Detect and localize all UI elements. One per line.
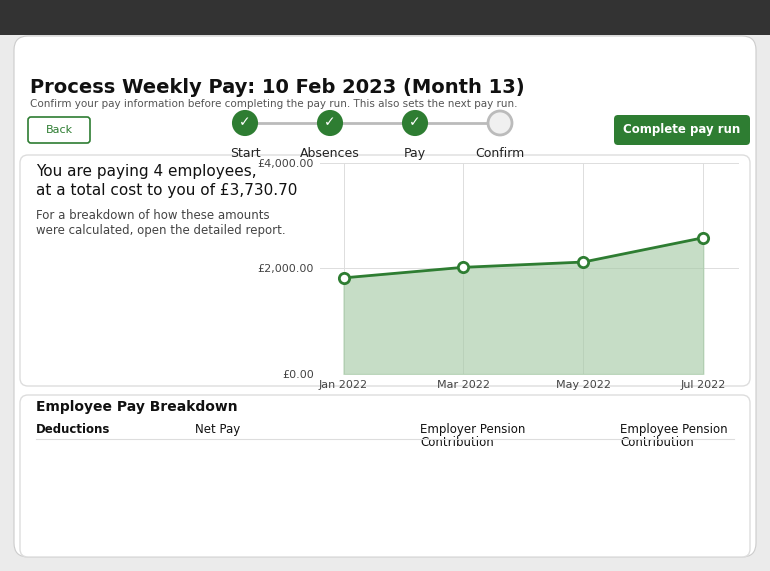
- Text: Back: Back: [45, 125, 72, 135]
- Text: ✓: ✓: [324, 115, 336, 130]
- FancyBboxPatch shape: [14, 36, 756, 557]
- Text: Deductions: Deductions: [36, 423, 110, 436]
- Circle shape: [403, 111, 427, 135]
- Text: Net Pay: Net Pay: [195, 423, 240, 436]
- Point: [457, 263, 470, 272]
- Text: were calculated, open the detailed report.: were calculated, open the detailed repor…: [36, 224, 286, 237]
- Text: Employee Pension: Employee Pension: [620, 423, 728, 436]
- Text: Absences: Absences: [300, 147, 360, 160]
- FancyBboxPatch shape: [20, 395, 750, 557]
- FancyBboxPatch shape: [20, 155, 750, 386]
- Text: Employer Pension: Employer Pension: [420, 423, 525, 436]
- Text: Contribution: Contribution: [620, 436, 694, 449]
- Text: Confirm your pay information before completing the pay run. This also sets the n: Confirm your pay information before comp…: [30, 99, 517, 109]
- Circle shape: [488, 111, 512, 135]
- FancyBboxPatch shape: [0, 0, 770, 35]
- Circle shape: [318, 111, 342, 135]
- Circle shape: [233, 111, 257, 135]
- Text: Start: Start: [229, 147, 260, 160]
- Text: Complete pay run: Complete pay run: [624, 123, 741, 136]
- FancyBboxPatch shape: [28, 117, 90, 143]
- Point: [697, 233, 709, 242]
- Text: For a breakdown of how these amounts: For a breakdown of how these amounts: [36, 209, 270, 222]
- Text: at a total cost to you of £3,730.70: at a total cost to you of £3,730.70: [36, 183, 297, 198]
- Text: You are paying 4 employees,: You are paying 4 employees,: [36, 164, 256, 179]
- Point: [578, 258, 590, 267]
- Text: ✓: ✓: [409, 115, 421, 130]
- Text: Pay: Pay: [404, 147, 426, 160]
- FancyBboxPatch shape: [614, 115, 750, 145]
- Text: Employee Pay Breakdown: Employee Pay Breakdown: [36, 400, 238, 414]
- Point: [337, 274, 350, 283]
- Text: ✓: ✓: [239, 115, 251, 130]
- Text: Process Weekly Pay: 10 Feb 2023 (Month 13): Process Weekly Pay: 10 Feb 2023 (Month 1…: [30, 78, 524, 97]
- Text: Contribution: Contribution: [420, 436, 494, 449]
- Text: Confirm: Confirm: [475, 147, 524, 160]
